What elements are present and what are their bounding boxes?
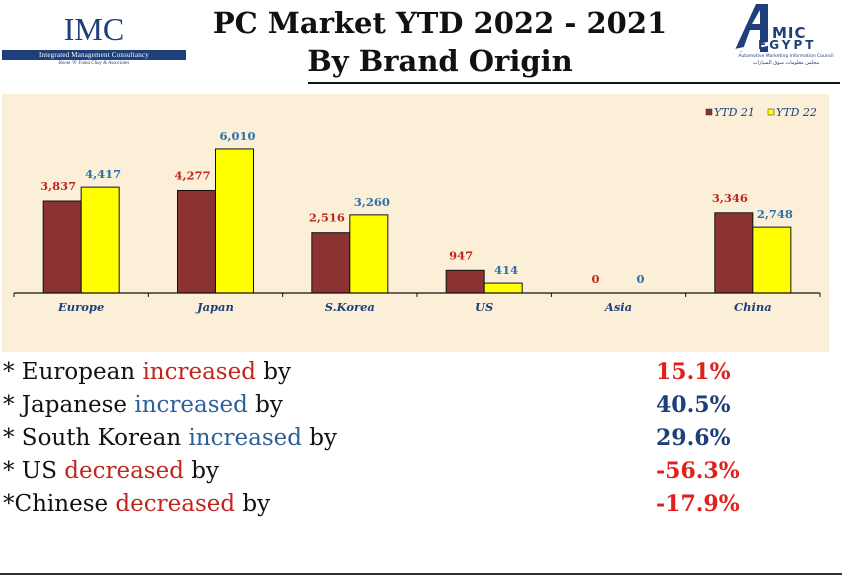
bar-us-0 bbox=[445, 269, 485, 294]
imc-logo-bar: Integrated Management Consultancy bbox=[2, 50, 186, 60]
data-label-3-1: 414 bbox=[494, 263, 518, 277]
amic-logo-caption-arabic: مجلس معلومات سوق السيارات bbox=[752, 60, 820, 66]
stat-row-south-korea: * South Korean increased by 29.6% bbox=[0, 422, 842, 455]
stat-value: 15.1% bbox=[656, 359, 731, 385]
bar-skorea-1 bbox=[349, 214, 389, 294]
amic-logo-caption: Automotive Marketing Information Council bbox=[738, 54, 834, 59]
category-label-0: Europe bbox=[57, 300, 104, 314]
stat-suffix: by bbox=[247, 392, 283, 418]
stat-value: -17.9% bbox=[656, 491, 740, 517]
category-label-1: Japan bbox=[195, 300, 234, 314]
bar-us-1 bbox=[483, 282, 523, 294]
imc-logo: IMC Integrated Management Consultancy Ro… bbox=[2, 10, 186, 66]
stat-keyword: increased bbox=[142, 359, 256, 385]
data-label-3-0: 947 bbox=[449, 248, 473, 262]
category-label-3: US bbox=[475, 300, 493, 314]
stat-text: *Chinese decreased by bbox=[3, 488, 270, 521]
stat-text: * South Korean increased by bbox=[3, 422, 337, 455]
data-label-5-1: 2,748 bbox=[757, 207, 793, 221]
page-title: PC Market YTD 2022 - 2021 By Brand Origi… bbox=[190, 4, 690, 80]
category-label-4: Asia bbox=[604, 300, 632, 314]
stat-keyword: increased bbox=[188, 425, 302, 451]
category-label-5: China bbox=[734, 300, 772, 314]
amic-a-icon bbox=[730, 4, 786, 54]
category-label-2: S.Korea bbox=[325, 300, 375, 314]
bar-europe-1 bbox=[80, 186, 120, 294]
imc-logo-tagline: Room 'N' Fama Chay & Associates bbox=[58, 61, 130, 66]
chart-panel: YTD 21 YTD 22 3,837 4,417 Europe 4,277 6,010 Ja… bbox=[2, 94, 829, 352]
stat-value: 40.5% bbox=[656, 392, 731, 418]
title-line-1: PC Market YTD 2022 - 2021 bbox=[212, 6, 668, 40]
data-label-2-0: 2,516 bbox=[309, 211, 345, 225]
bar-japan-1 bbox=[215, 148, 254, 294]
stat-keyword: decreased bbox=[64, 458, 184, 484]
data-label-1-0: 4,277 bbox=[174, 168, 210, 182]
legend-label-0: YTD 21 bbox=[714, 106, 755, 119]
stat-text: * Japanese increased by bbox=[3, 389, 283, 422]
title-line-2: By Brand Origin bbox=[307, 44, 573, 78]
stat-suffix: by bbox=[301, 425, 337, 451]
data-label-4-1: 0 bbox=[636, 272, 644, 286]
amic-logo: MIC EGYPT Automotive Marketing Informati… bbox=[728, 2, 840, 68]
stat-prefix: * Japanese bbox=[3, 392, 135, 418]
stat-row-china: *Chinese decreased by -17.9% bbox=[0, 488, 842, 521]
stat-value: -56.3% bbox=[656, 458, 740, 484]
stat-value: 29.6% bbox=[656, 425, 731, 451]
bar-chart: YTD 21 YTD 22 3,837 4,417 Europe 4,277 6,010 Ja… bbox=[13, 106, 821, 314]
stat-prefix: * South Korean bbox=[3, 425, 189, 451]
bar-china-1 bbox=[752, 226, 792, 294]
stat-suffix: by bbox=[183, 458, 219, 484]
data-label-5-0: 3,346 bbox=[712, 191, 748, 205]
stat-text: * US decreased by bbox=[3, 455, 219, 488]
legend-swatch-1 bbox=[767, 108, 775, 116]
amic-logo-name: MIC bbox=[772, 24, 807, 42]
stat-suffix: by bbox=[255, 359, 291, 385]
data-label-0-0: 3,837 bbox=[40, 179, 76, 193]
bar-china-0 bbox=[714, 212, 754, 294]
bar-skorea-0 bbox=[311, 232, 351, 294]
title-underline bbox=[308, 82, 840, 84]
bottom-divider bbox=[0, 573, 842, 575]
stat-text: * European increased by bbox=[3, 356, 291, 389]
data-label-4-0: 0 bbox=[591, 272, 599, 286]
legend-swatch-0 bbox=[705, 108, 713, 116]
amic-logo-sub: EGYPT bbox=[758, 38, 817, 52]
stat-row-japan: * Japanese increased by 40.5% bbox=[0, 389, 842, 422]
data-label-2-1: 3,260 bbox=[354, 195, 390, 209]
stat-keyword: decreased bbox=[115, 491, 236, 517]
data-label-0-1: 4,417 bbox=[85, 167, 121, 181]
stat-row-us: * US decreased by -56.3% bbox=[0, 455, 842, 488]
imc-logo-name: IMC bbox=[63, 11, 125, 47]
stat-suffix: by bbox=[235, 491, 271, 517]
bar-japan-0 bbox=[177, 189, 216, 294]
data-label-1-1: 6,010 bbox=[219, 129, 255, 143]
stat-keyword: increased bbox=[134, 392, 248, 418]
stat-row-europe: * European increased by 15.1% bbox=[0, 356, 842, 389]
stat-prefix: *Chinese bbox=[3, 491, 116, 517]
bar-europe-0 bbox=[42, 200, 82, 294]
stat-prefix: * European bbox=[3, 359, 143, 385]
legend-label-1: YTD 22 bbox=[776, 106, 817, 119]
stat-prefix: * US bbox=[3, 458, 65, 484]
